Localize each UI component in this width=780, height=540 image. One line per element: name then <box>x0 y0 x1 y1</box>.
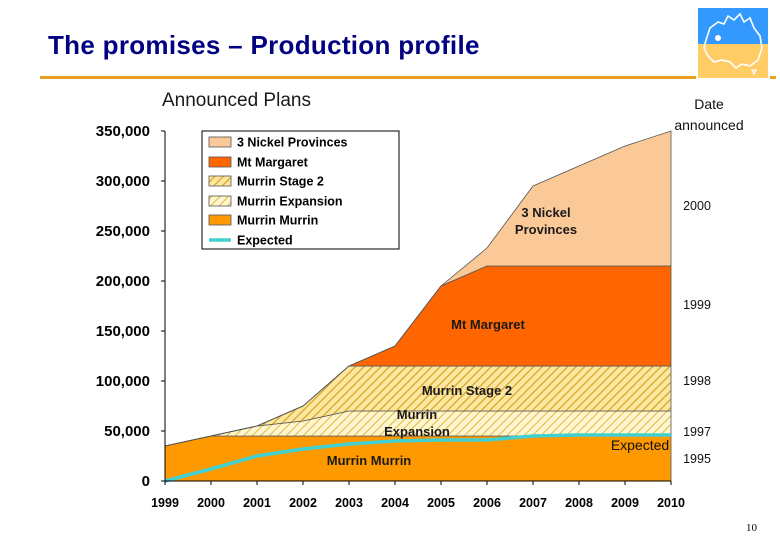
y-tick-label: 100,000 <box>96 373 150 390</box>
date-label-3-nickel-provinces: 2000 <box>683 199 711 213</box>
x-tick-label: 2003 <box>335 496 363 510</box>
legend-swatch <box>208 156 232 168</box>
annotation-expected: Expected <box>611 437 669 453</box>
x-tick-label: 2001 <box>243 496 271 510</box>
date-label-murrin-stage-2: 1998 <box>683 374 711 388</box>
x-tick-label: 2006 <box>473 496 501 510</box>
legend-label: 3 Nickel Provinces <box>237 136 348 150</box>
y-tick-label: 350,000 <box>96 123 150 140</box>
legend-label: Murrin Murrin <box>237 214 318 228</box>
title-divider <box>40 76 776 79</box>
x-tick-label: 2008 <box>565 496 593 510</box>
x-tick-label: 2010 <box>657 496 685 510</box>
y-tick-label: 200,000 <box>96 273 150 290</box>
area-murrin-murrin <box>164 435 672 482</box>
legend-label: Murrin Stage 2 <box>237 175 324 189</box>
date-label-murrin-murrin: 1995 <box>683 452 711 466</box>
x-tick-label: 1999 <box>151 496 179 510</box>
annotation-3-nickel-provinces: 3 Nickel Provinces <box>515 205 577 237</box>
x-tick-label: 2002 <box>289 496 317 510</box>
y-tick-label: 50,000 <box>104 423 150 440</box>
legend-box <box>201 130 400 250</box>
chart-title: Announced Plans <box>162 90 311 111</box>
y-tick-label: 150,000 <box>96 323 150 340</box>
y-tick-label: 300,000 <box>96 173 150 190</box>
legend-label: Murrin Expansion <box>237 195 343 209</box>
slide-title: The promises – Production profile <box>48 30 480 60</box>
x-tick-label: 2005 <box>427 496 455 510</box>
legend-label: Expected <box>237 234 293 248</box>
legend-label: Mt Margaret <box>237 156 309 170</box>
area-3-nickel-provinces <box>164 130 672 447</box>
annotation-murrin-expansion: Murrin Expansion <box>384 407 450 439</box>
y-tick-label: 0 <box>142 473 150 490</box>
page-number: 10 <box>746 522 757 534</box>
y-tick-label: 250,000 <box>96 223 150 240</box>
date-label-mt-margaret: 1999 <box>683 298 711 312</box>
expected-line <box>164 433 671 483</box>
x-tick-label: 2004 <box>381 496 409 510</box>
legend-swatch <box>208 195 232 207</box>
annotation-murrin-murrin: Murrin Murrin <box>327 453 412 468</box>
x-tick-label: 2009 <box>611 496 639 510</box>
legend-swatch <box>208 175 232 187</box>
australia-map-icon <box>696 6 770 80</box>
annotation-murrin-stage-2: Murrin Stage 2 <box>422 383 512 398</box>
x-tick-label: 2000 <box>197 496 225 510</box>
legend-swatch <box>208 214 232 226</box>
x-tick-label: 2007 <box>519 496 547 510</box>
legend-swatch <box>208 136 232 148</box>
date-label-murrin-expansion: 1997 <box>683 425 711 439</box>
annotation-mt-margaret: Mt Margaret <box>451 317 525 332</box>
date-announced-header: Date announced <box>674 96 744 133</box>
